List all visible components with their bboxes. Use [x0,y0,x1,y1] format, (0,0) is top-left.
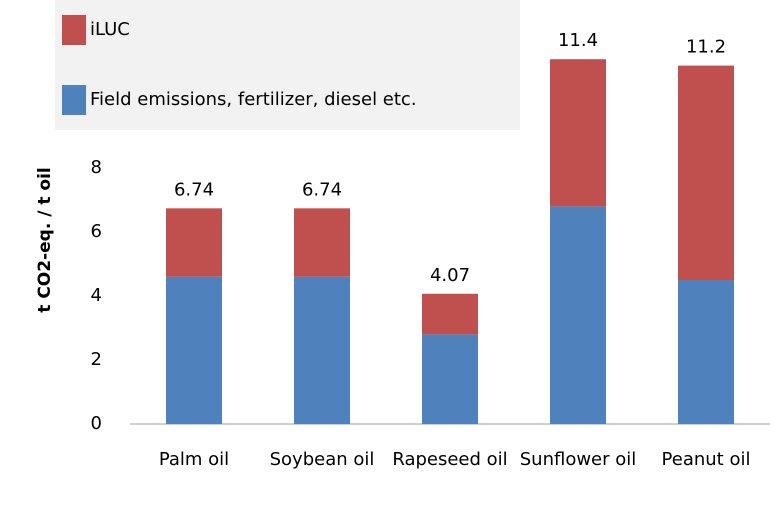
bar-segment [294,276,350,424]
legend-label: iLUC [90,19,130,40]
y-axis-title: t CO2-eq. / t oil [35,167,55,312]
y-tick-label: 4 [91,285,102,306]
total-label: 11.4 [558,30,598,51]
y-tick-label: 8 [91,157,102,178]
bar-segment [166,208,222,277]
y-tick-label: 0 [91,413,102,434]
legend-swatch [62,85,86,115]
bar-segment [678,280,734,424]
bar-segment [166,276,222,424]
total-label: 6.74 [174,179,214,200]
bar-segment [294,208,350,277]
y-tick-label: 6 [91,221,102,242]
x-tick-label: Palm oil [159,449,229,470]
legend-box [55,0,520,130]
x-tick-label: Soybean oil [270,449,375,470]
bar-segment [550,206,606,424]
x-tick-label: Sunflower oil [520,449,637,470]
x-tick-label: Rapeseed oil [392,449,507,470]
total-label: 11.2 [686,37,726,58]
total-label: 4.07 [430,265,470,286]
legend-swatch [62,15,86,45]
legend-label: Field emissions, fertilizer, diesel etc. [90,89,417,110]
y-tick-label: 2 [91,349,102,370]
x-tick-label: Peanut oil [662,449,751,470]
total-label: 6.74 [302,179,342,200]
bar-segment [550,59,606,207]
bar-segment [678,65,734,280]
bar-segment [422,293,478,335]
bar-segment [422,334,478,424]
